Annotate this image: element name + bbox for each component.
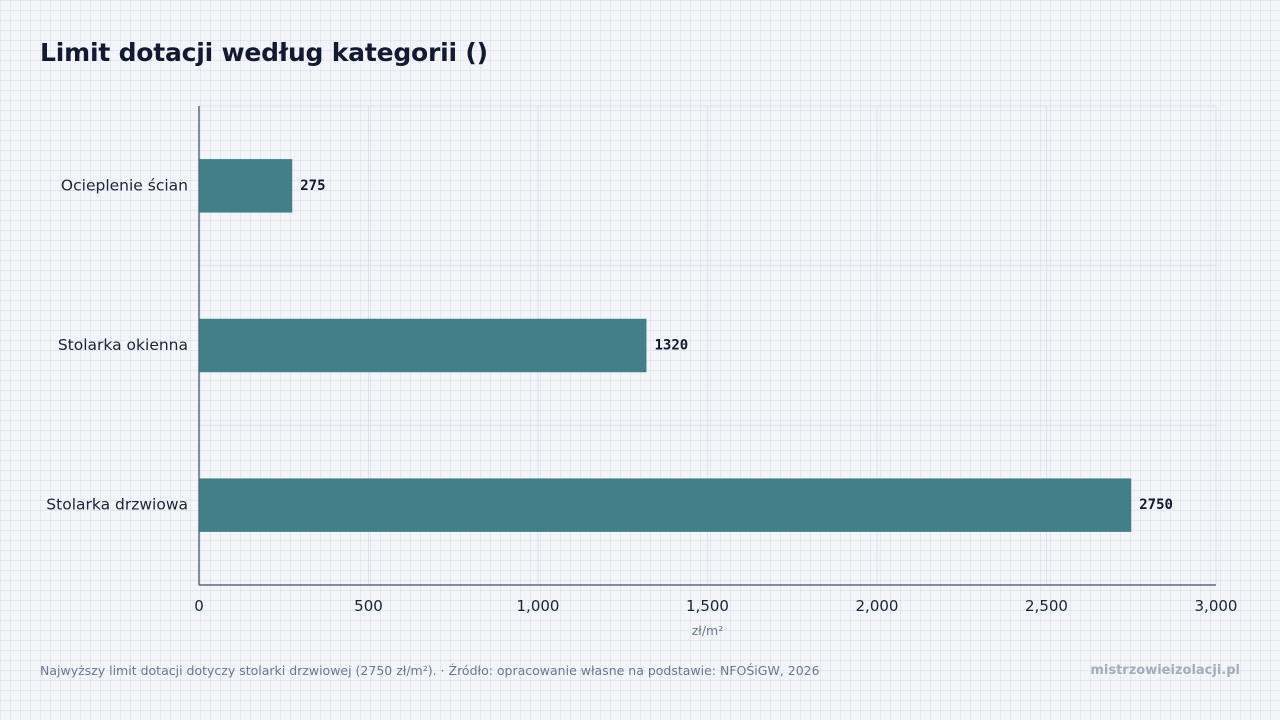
x-tick-label-1: 500 [354, 597, 383, 615]
x-tick-label-0: 0 [194, 597, 204, 615]
bars [199, 159, 1132, 532]
x-tick-label-6: 3,000 [1195, 597, 1238, 615]
data-label-1: 1320 [654, 338, 688, 354]
axes [198, 106, 1216, 586]
data-label-0: 275 [300, 178, 325, 194]
x-tick-label-5: 2,500 [1025, 597, 1068, 615]
brand-link[interactable]: mistrzowieizolacji.pl [1090, 663, 1240, 678]
x-axis-title: zł/m² [692, 623, 724, 638]
labels: Ocieplenie ścian 275 Stolarka okienna 1320 S… [46, 176, 1237, 638]
category-label-0: Ocieplenie ścian [61, 176, 188, 194]
bar-0 [199, 159, 293, 213]
category-label-1: Stolarka okienna [58, 336, 188, 354]
category-label-2: Stolarka drzwiowa [46, 496, 188, 514]
bar-1 [199, 318, 647, 373]
x-tick-label-4: 2,000 [856, 597, 899, 615]
footer-note: Najwyższy limit dotacji dotyczy stolarki… [40, 663, 820, 678]
data-label-2: 2750 [1139, 497, 1173, 513]
bar-2 [199, 478, 1132, 532]
x-tick-label-3: 1,500 [686, 597, 729, 615]
x-tick-label-2: 1,000 [517, 597, 560, 615]
chart-title: Limit dotacji według kategorii () [40, 38, 488, 67]
